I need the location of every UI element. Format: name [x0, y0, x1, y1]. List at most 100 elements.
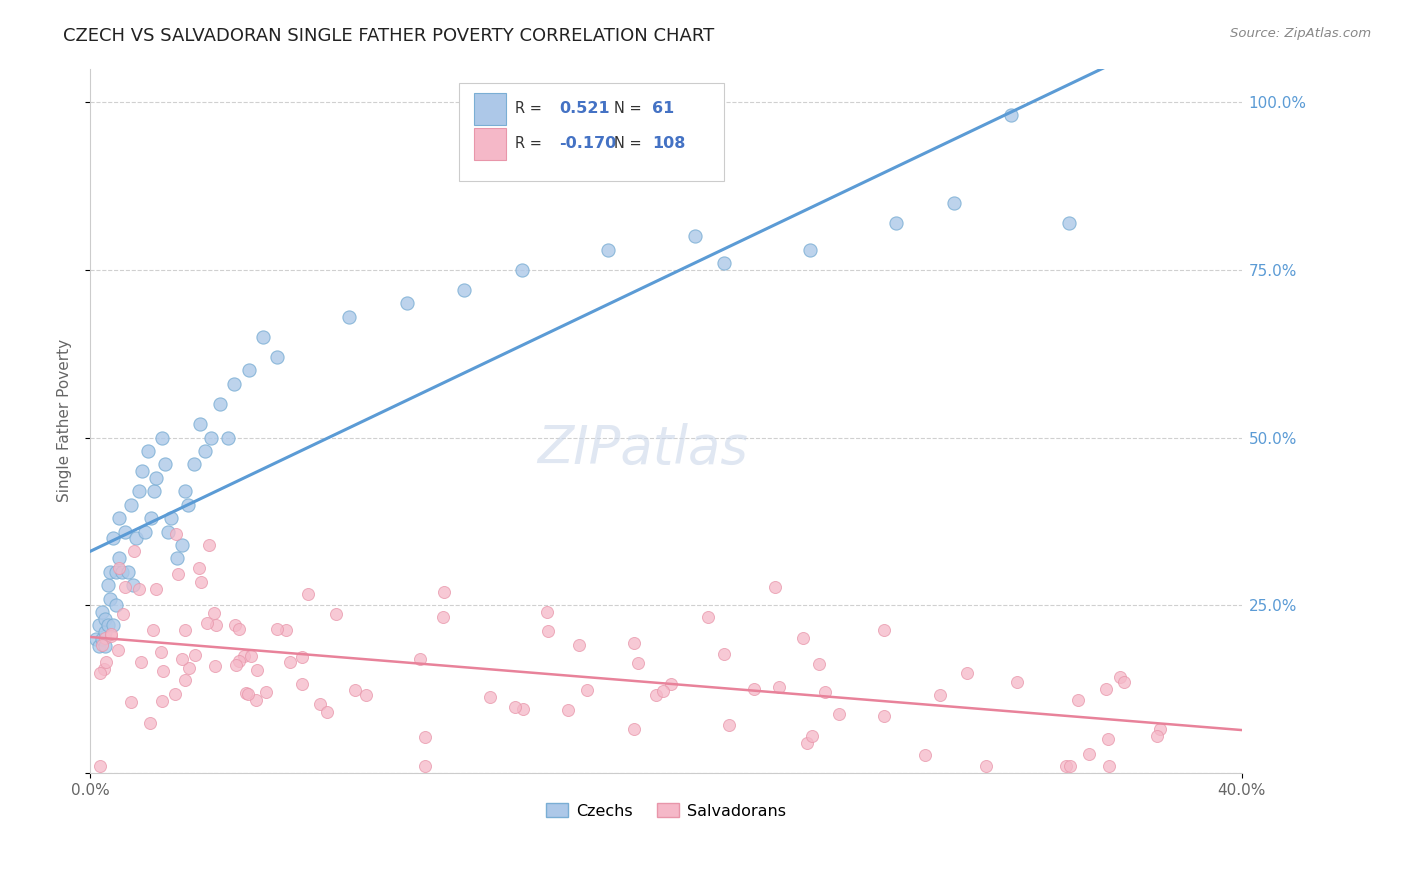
Point [111, 565, 134, 579]
Point [1005, 675, 1028, 690]
Point [166, 551, 188, 566]
Point [717, 718, 740, 732]
Point [145, 471, 167, 485]
Point [1059, 759, 1081, 773]
Point [557, 703, 579, 717]
Point [177, 498, 200, 512]
Point [623, 723, 645, 737]
Point [512, 702, 534, 716]
Point [325, 607, 347, 621]
Point [415, 730, 437, 744]
Point [1146, 729, 1168, 743]
Point [1112, 675, 1135, 690]
Point [93, 662, 115, 676]
Text: -0.170: -0.170 [558, 136, 616, 152]
Point [152, 664, 174, 678]
Point [713, 647, 735, 661]
Point [174, 484, 197, 499]
Point [800, 729, 823, 743]
Point [188, 417, 211, 432]
Point [246, 663, 269, 677]
Point [792, 631, 814, 645]
FancyBboxPatch shape [458, 83, 724, 181]
Point [204, 659, 226, 673]
Point [976, 759, 998, 773]
Point [1149, 722, 1171, 736]
Point [187, 561, 209, 575]
Point [150, 431, 173, 445]
Point [170, 652, 193, 666]
Point [183, 458, 205, 472]
Point [1108, 670, 1130, 684]
Point [1057, 216, 1080, 230]
Point [453, 283, 475, 297]
Point [768, 680, 790, 694]
Point [108, 551, 131, 566]
Point [575, 683, 598, 698]
Point [160, 511, 183, 525]
Point [136, 444, 159, 458]
Point [198, 538, 221, 552]
Point [93, 612, 115, 626]
Point [316, 705, 339, 719]
Point [537, 624, 560, 639]
Point [245, 693, 267, 707]
Text: N =: N = [614, 136, 647, 152]
Point [568, 638, 591, 652]
Point [100, 627, 122, 641]
Point [252, 330, 274, 344]
Point [683, 229, 706, 244]
Point [238, 363, 260, 377]
Point [173, 624, 195, 638]
Point [195, 616, 218, 631]
Point [190, 574, 212, 589]
Text: CZECH VS SALVADORAN SINGLE FATHER POVERTY CORRELATION CHART: CZECH VS SALVADORAN SINGLE FATHER POVERT… [63, 27, 714, 45]
Point [139, 511, 162, 525]
Point [873, 624, 896, 638]
Point [955, 666, 977, 681]
Point [150, 694, 173, 708]
Point [103, 618, 125, 632]
Point [233, 649, 256, 664]
Point [409, 652, 432, 666]
Point [713, 256, 735, 270]
Point [884, 216, 907, 230]
Point [142, 484, 165, 499]
Point [150, 645, 173, 659]
Point [652, 684, 675, 698]
Point [200, 431, 222, 445]
Point [114, 524, 136, 539]
Point [107, 561, 129, 575]
Point [356, 688, 378, 702]
Point [117, 565, 139, 579]
Point [814, 685, 837, 699]
Point [598, 243, 620, 257]
Point [194, 444, 217, 458]
Point [799, 243, 821, 257]
Point [142, 623, 165, 637]
Point [89, 759, 111, 773]
Point [266, 350, 288, 364]
Point [432, 609, 454, 624]
Text: 61: 61 [652, 101, 675, 116]
Point [536, 606, 558, 620]
Point [228, 654, 250, 668]
Point [224, 376, 246, 391]
Point [105, 565, 128, 579]
Point [107, 642, 129, 657]
Text: R =: R = [515, 101, 547, 116]
Point [228, 622, 250, 636]
Legend: Czechs, Salvadorans: Czechs, Salvadorans [540, 797, 793, 825]
Point [742, 681, 765, 696]
Point [96, 578, 118, 592]
Point [278, 655, 301, 669]
Point [91, 638, 114, 652]
Y-axis label: Single Father Poverty: Single Father Poverty [58, 339, 72, 502]
Point [235, 686, 257, 700]
Point [623, 636, 645, 650]
Point [1098, 759, 1121, 773]
Point [93, 625, 115, 640]
Point [125, 531, 148, 545]
Point [225, 657, 247, 672]
Point [510, 262, 533, 277]
